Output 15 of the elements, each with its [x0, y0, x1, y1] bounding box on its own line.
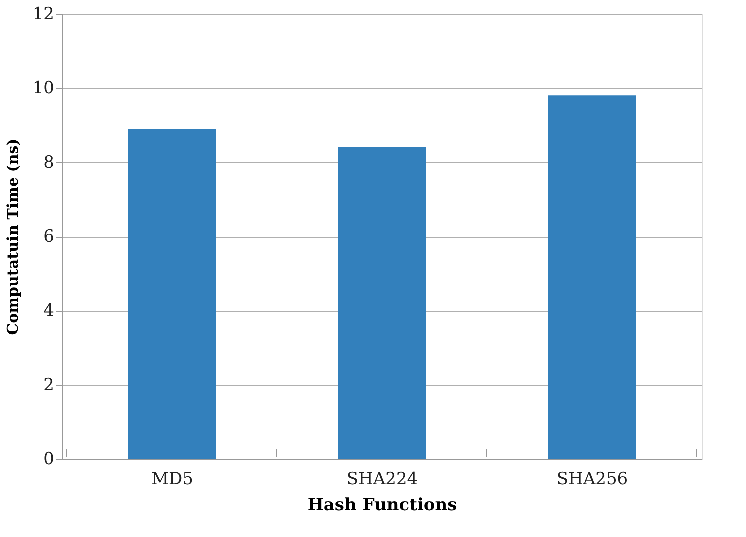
- x-axis-title: Hash Functions: [308, 496, 458, 516]
- x-tick-label: SHA224: [346, 470, 418, 490]
- bar: [128, 128, 216, 459]
- y-tick-label: 10: [32, 78, 54, 99]
- bar: [548, 96, 636, 459]
- y-tick-label: 12: [32, 4, 54, 24]
- x-tick-label: MD5: [152, 470, 194, 490]
- y-tick-label: 0: [44, 450, 54, 470]
- bar: [338, 148, 426, 459]
- y-axis-title: Computatuin Time (ns): [4, 138, 22, 336]
- y-tick-label: 6: [44, 227, 54, 247]
- x-tick-label: SHA256: [556, 470, 628, 490]
- y-tick-label: 4: [44, 301, 54, 322]
- y-tick-label: 2: [44, 375, 54, 396]
- y-tick-label: 8: [44, 152, 54, 173]
